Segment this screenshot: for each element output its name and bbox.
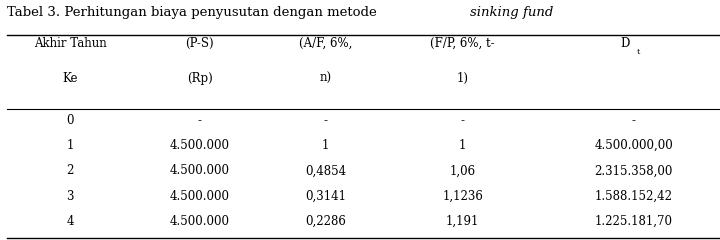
Text: 1.225.181,70: 1.225.181,70 bbox=[595, 215, 672, 228]
Text: (Rp): (Rp) bbox=[187, 72, 212, 85]
Text: 2.315.358,00: 2.315.358,00 bbox=[595, 164, 672, 177]
Text: 1: 1 bbox=[66, 139, 74, 152]
Text: n): n) bbox=[320, 72, 332, 85]
Text: 1): 1) bbox=[456, 72, 469, 85]
Text: -: - bbox=[631, 114, 636, 127]
Text: 4.500.000,00: 4.500.000,00 bbox=[594, 139, 673, 152]
Text: (P-S): (P-S) bbox=[186, 37, 214, 50]
Text: 4.500.000: 4.500.000 bbox=[170, 139, 230, 152]
Text: 1,06: 1,06 bbox=[449, 164, 476, 177]
Text: 1.588.152,42: 1.588.152,42 bbox=[595, 190, 672, 203]
Text: Akhir Tahun: Akhir Tahun bbox=[34, 37, 107, 50]
Text: 0: 0 bbox=[66, 114, 74, 127]
Text: Tabel 3. Perhitungan biaya penyusutan dengan metode: Tabel 3. Perhitungan biaya penyusutan de… bbox=[7, 6, 381, 19]
Text: -: - bbox=[324, 114, 328, 127]
Text: 1,1236: 1,1236 bbox=[442, 190, 483, 203]
Text: sinking fund: sinking fund bbox=[469, 6, 553, 19]
Text: Ke: Ke bbox=[63, 72, 78, 85]
Text: -: - bbox=[198, 114, 202, 127]
Text: 4: 4 bbox=[66, 215, 74, 228]
Text: (F/P, 6%, t-: (F/P, 6%, t- bbox=[431, 37, 495, 50]
Text: 1: 1 bbox=[459, 139, 467, 152]
Text: 2: 2 bbox=[66, 164, 74, 177]
Text: 0,4854: 0,4854 bbox=[305, 164, 346, 177]
Text: (A/F, 6%,: (A/F, 6%, bbox=[299, 37, 353, 50]
Text: 3: 3 bbox=[66, 190, 74, 203]
Text: 4.500.000: 4.500.000 bbox=[170, 190, 230, 203]
Text: 4.500.000: 4.500.000 bbox=[170, 164, 230, 177]
Text: -: - bbox=[461, 114, 464, 127]
Text: D: D bbox=[621, 37, 630, 50]
Text: 0,3141: 0,3141 bbox=[305, 190, 346, 203]
Text: 4.500.000: 4.500.000 bbox=[170, 215, 230, 228]
Text: 0,2286: 0,2286 bbox=[305, 215, 346, 228]
Text: 1: 1 bbox=[322, 139, 330, 152]
Text: 1,191: 1,191 bbox=[446, 215, 480, 228]
Text: t: t bbox=[637, 48, 641, 56]
